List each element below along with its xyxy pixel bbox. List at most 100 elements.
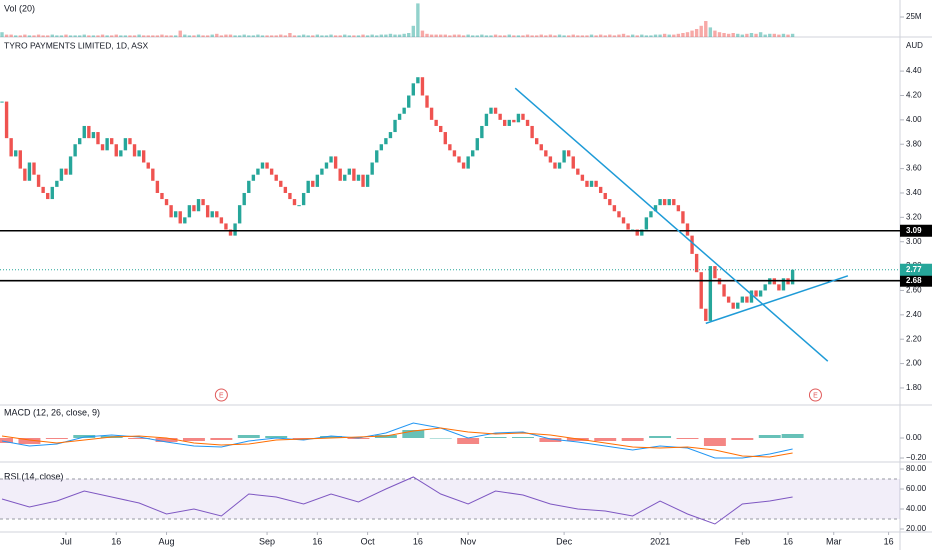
y-tick-label: 1.80 bbox=[906, 383, 922, 392]
volume-bar bbox=[557, 34, 562, 37]
x-tick-label: 16 bbox=[312, 536, 322, 546]
volume-bar bbox=[411, 25, 415, 37]
volume-bar bbox=[36, 34, 41, 37]
candle bbox=[9, 138, 13, 157]
volume-bar bbox=[210, 34, 214, 37]
candle bbox=[589, 180, 594, 187]
candle bbox=[137, 150, 141, 157]
x-tick-label: Nov bbox=[460, 536, 477, 546]
volume-bar bbox=[562, 35, 566, 37]
candle bbox=[119, 150, 123, 157]
candle bbox=[393, 119, 397, 133]
volume-bar bbox=[530, 35, 534, 37]
candle bbox=[36, 174, 41, 187]
candle bbox=[653, 205, 658, 212]
candle bbox=[242, 192, 246, 206]
volume-bar bbox=[626, 35, 630, 37]
candle bbox=[434, 119, 438, 126]
volume-bar bbox=[635, 35, 639, 37]
candle bbox=[397, 113, 402, 120]
candle bbox=[493, 107, 498, 114]
last-price-label: 2.77 bbox=[906, 265, 922, 274]
volume-bar bbox=[745, 33, 749, 37]
volume-bar bbox=[749, 33, 754, 37]
candle bbox=[480, 125, 484, 139]
event-label: E bbox=[219, 392, 224, 399]
volume-bar bbox=[772, 33, 777, 37]
candle bbox=[224, 223, 228, 230]
candle bbox=[288, 192, 292, 200]
volume-bar bbox=[187, 35, 192, 37]
volume-bar bbox=[233, 35, 237, 37]
candle bbox=[566, 150, 571, 157]
volume-bar bbox=[503, 35, 507, 37]
candle bbox=[370, 162, 374, 175]
volume-bar bbox=[82, 34, 86, 37]
candle bbox=[279, 180, 283, 187]
volume-bar bbox=[105, 35, 109, 37]
volume-bar bbox=[402, 33, 406, 37]
y-tick-label: 2.20 bbox=[906, 334, 922, 343]
macd-histogram bbox=[128, 438, 151, 439]
candle bbox=[553, 162, 557, 169]
candle bbox=[420, 77, 425, 96]
volume-bar bbox=[713, 30, 717, 37]
candle bbox=[347, 168, 352, 175]
volume-bar bbox=[32, 35, 36, 37]
candle bbox=[210, 211, 214, 218]
candle bbox=[777, 284, 781, 291]
candle bbox=[196, 199, 201, 212]
macd-histogram bbox=[182, 438, 205, 441]
volume-bar bbox=[283, 35, 288, 37]
volume-bar bbox=[589, 34, 594, 37]
candle bbox=[356, 174, 361, 181]
volume-bar bbox=[347, 35, 352, 37]
volume-bar bbox=[78, 35, 82, 37]
candle bbox=[4, 101, 9, 139]
volume-bar bbox=[640, 34, 644, 37]
event-marker bbox=[214, 388, 228, 402]
macd-histogram bbox=[210, 438, 233, 440]
candle bbox=[617, 211, 621, 218]
y-tick-label: 3.80 bbox=[906, 139, 922, 148]
volume-bar bbox=[114, 34, 118, 37]
candle bbox=[247, 180, 251, 193]
candle bbox=[55, 180, 59, 187]
candle bbox=[452, 150, 457, 157]
candle bbox=[402, 107, 406, 114]
candle bbox=[228, 229, 233, 236]
volume-bar bbox=[516, 35, 521, 37]
volume-bar bbox=[14, 35, 18, 37]
volume-bar bbox=[64, 34, 68, 37]
macd-histogram bbox=[0, 438, 13, 443]
volume-bar bbox=[361, 34, 365, 37]
candle bbox=[205, 205, 210, 218]
currency: AUD bbox=[906, 41, 923, 50]
y-tick-label: 3.00 bbox=[906, 237, 922, 246]
volume-bar bbox=[183, 34, 187, 37]
volume-bar bbox=[553, 35, 557, 37]
candle bbox=[507, 119, 511, 126]
volume-bar bbox=[576, 35, 580, 37]
volume-bar bbox=[416, 3, 420, 37]
candle bbox=[411, 83, 415, 96]
candle bbox=[215, 211, 219, 218]
volume-title: Vol (20) bbox=[4, 3, 35, 13]
candle bbox=[580, 174, 585, 181]
x-tick-label: 16 bbox=[783, 536, 793, 546]
candle bbox=[585, 180, 589, 187]
candle bbox=[18, 150, 22, 169]
volume-bar bbox=[178, 30, 182, 37]
volume-bar bbox=[507, 34, 511, 37]
volume-bar bbox=[370, 34, 374, 37]
volume-bar bbox=[662, 33, 667, 37]
volume-bar bbox=[676, 33, 681, 37]
macd-histogram bbox=[676, 438, 699, 439]
y-tick-label: 3.60 bbox=[906, 164, 922, 173]
x-tick-label: 16 bbox=[111, 536, 121, 546]
volume-bar bbox=[146, 35, 150, 37]
candle bbox=[123, 138, 128, 151]
volume-bar bbox=[768, 33, 772, 37]
candle bbox=[338, 168, 342, 181]
